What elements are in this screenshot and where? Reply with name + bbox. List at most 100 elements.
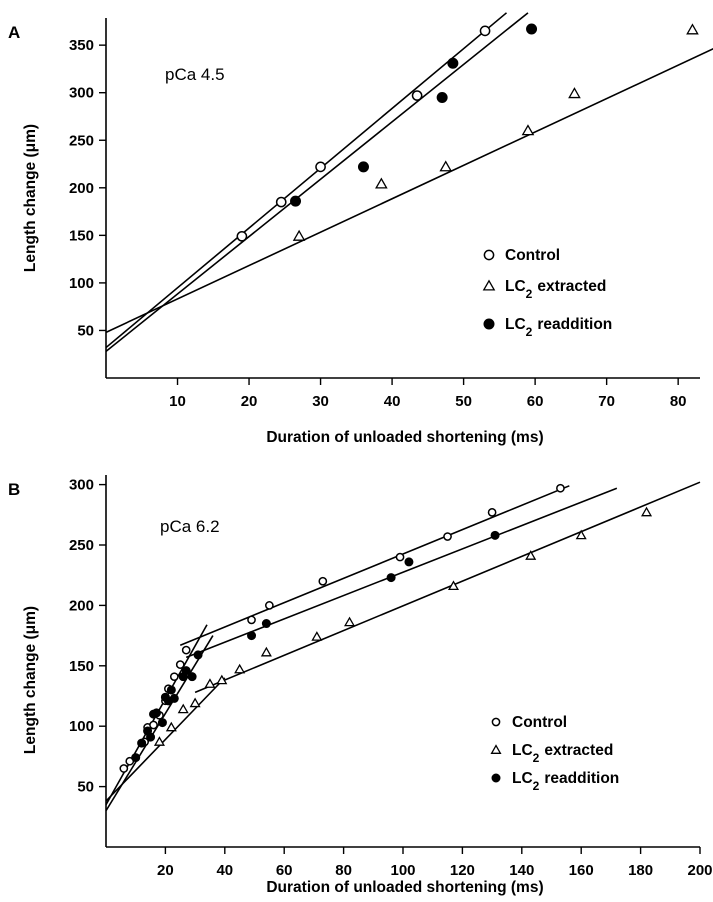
y-tick-label: 150 bbox=[69, 658, 94, 675]
panel-b: B pCa 6.2 Duration of unloaded shortenin… bbox=[8, 475, 713, 896]
data-point bbox=[157, 718, 167, 728]
y-tick-label: 50 bbox=[77, 322, 94, 339]
data-point bbox=[447, 580, 460, 591]
data-point bbox=[236, 230, 248, 242]
legend-b-readdition-label: LC2 readdition bbox=[512, 770, 619, 793]
y-tick-label: 50 bbox=[77, 779, 94, 796]
panel-a-letter: A bbox=[8, 23, 20, 42]
data-point bbox=[119, 764, 129, 773]
x-tick-label: 80 bbox=[335, 862, 352, 879]
data-point bbox=[189, 697, 201, 708]
y-tick-label: 200 bbox=[69, 180, 94, 197]
legend-a-readdition-sub: 2 bbox=[526, 325, 533, 339]
legend-b-control-label: Control bbox=[512, 714, 567, 731]
x-tick-label: 40 bbox=[384, 393, 401, 410]
panel-b-x-label: Duration of unloaded shortening (ms) bbox=[266, 879, 543, 896]
x-tick-label: 100 bbox=[390, 862, 415, 879]
data-point bbox=[177, 703, 189, 714]
panel-a-points bbox=[236, 23, 699, 242]
fit-line-2 bbox=[185, 487, 618, 659]
legend-marker bbox=[483, 249, 495, 261]
data-point bbox=[181, 645, 191, 655]
panel-b-y-label: Length change (μm) bbox=[22, 606, 39, 754]
x-tick-label: 160 bbox=[569, 862, 594, 879]
data-point bbox=[344, 616, 356, 627]
data-point bbox=[395, 552, 405, 562]
fit-line-0 bbox=[179, 485, 570, 647]
legend-b-readdition-sub: 2 bbox=[533, 779, 540, 793]
y-tick-label: 300 bbox=[69, 85, 94, 102]
legend-a-readdition-rest: readdition bbox=[537, 316, 612, 333]
data-point bbox=[234, 663, 246, 674]
data-point bbox=[404, 557, 414, 567]
x-tick-label: 10 bbox=[169, 393, 186, 410]
data-point bbox=[436, 91, 448, 103]
data-point bbox=[526, 23, 538, 35]
legend-b-extracted-lc: LC bbox=[512, 742, 533, 759]
legend-marker bbox=[491, 717, 501, 727]
data-point bbox=[165, 721, 177, 732]
data-point bbox=[149, 720, 158, 730]
legend-b-readdition-marker bbox=[491, 773, 501, 783]
data-point bbox=[151, 708, 161, 718]
legend-marker bbox=[482, 279, 496, 291]
legend-b-extracted-sub: 2 bbox=[533, 751, 540, 765]
panel-b-annotation: pCa 6.2 bbox=[160, 517, 220, 536]
data-point bbox=[487, 508, 497, 517]
data-point bbox=[169, 672, 179, 682]
data-point bbox=[187, 672, 197, 682]
legend-a-control-marker bbox=[483, 249, 495, 261]
data-point bbox=[447, 57, 459, 69]
y-tick-label: 350 bbox=[69, 37, 94, 54]
data-point bbox=[357, 161, 369, 173]
data-point bbox=[490, 530, 500, 540]
data-point bbox=[169, 693, 179, 703]
legend-a-extracted-rest: extracted bbox=[537, 278, 606, 295]
legend-a-extracted-sub: 2 bbox=[526, 287, 533, 301]
panel-b-legend: Control LC2 extracted LC2 readdition bbox=[490, 714, 619, 793]
data-point bbox=[411, 90, 423, 101]
legend-b-extracted-marker bbox=[490, 744, 502, 754]
x-tick-label: 140 bbox=[509, 862, 534, 879]
panel-a-ticks: 10 20 30 40 50 60 70 80 50 100 150 200 250 300 350 bbox=[69, 37, 687, 410]
data-point bbox=[153, 736, 165, 746]
data-point bbox=[568, 87, 581, 99]
legend-b-readdition-lc: LC bbox=[512, 770, 533, 787]
panel-b-points bbox=[119, 483, 653, 773]
panel-b-ticks: 20 40 60 80 100 120 140 160 180 200 50 100 150 200 250… bbox=[69, 477, 713, 879]
y-tick-label: 150 bbox=[69, 227, 94, 244]
data-point bbox=[479, 25, 491, 37]
x-tick-label: 60 bbox=[527, 393, 544, 410]
data-point bbox=[131, 753, 141, 763]
x-tick-label: 70 bbox=[598, 393, 615, 410]
data-point bbox=[247, 615, 256, 625]
legend-a-extracted-label: LC2 extracted bbox=[505, 278, 606, 301]
data-point bbox=[146, 732, 156, 742]
legend-b-extracted-rest: extracted bbox=[544, 742, 613, 759]
legend-a-readdition-lc: LC bbox=[505, 316, 526, 333]
data-point bbox=[290, 195, 302, 207]
y-tick-label: 100 bbox=[69, 275, 94, 292]
data-point bbox=[181, 666, 191, 676]
data-point bbox=[193, 650, 203, 660]
data-point bbox=[311, 631, 323, 641]
data-point bbox=[260, 646, 272, 657]
data-point bbox=[375, 177, 388, 189]
data-point bbox=[261, 619, 271, 629]
legend-marker bbox=[490, 744, 502, 754]
data-point bbox=[292, 229, 306, 241]
data-point bbox=[265, 601, 274, 610]
panel-a-x-label: Duration of unloaded shortening (ms) bbox=[266, 429, 543, 446]
panel-a-fit-lines bbox=[105, 12, 713, 352]
legend-a-control-label: Control bbox=[505, 247, 560, 264]
legend-b-readdition-rest: readdition bbox=[544, 770, 619, 787]
panel-a-annotation: pCa 4.5 bbox=[165, 65, 225, 84]
data-point bbox=[443, 532, 452, 541]
y-tick-label: 250 bbox=[69, 537, 94, 554]
data-point bbox=[521, 124, 535, 136]
panel-b-letter: B bbox=[8, 480, 20, 499]
data-point bbox=[216, 674, 228, 685]
fit-line-1 bbox=[194, 481, 701, 694]
x-tick-label: 20 bbox=[157, 862, 174, 879]
legend-b-extracted-label: LC2 extracted bbox=[512, 742, 613, 765]
